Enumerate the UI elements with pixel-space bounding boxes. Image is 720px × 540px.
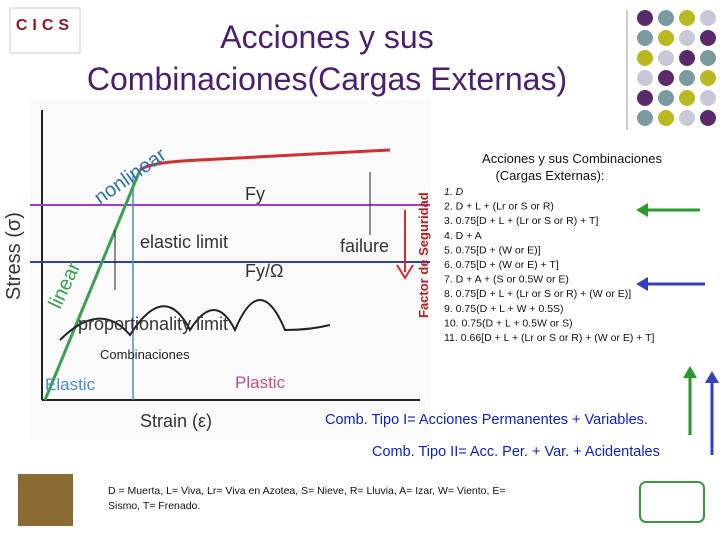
arrow-head [705,371,719,383]
list-heading: (Cargas Externas): [495,168,604,183]
list-item: 4. D + A [444,230,482,242]
dot [700,110,716,126]
elastic-label: Elastic [45,375,96,394]
dot [700,70,716,86]
wave-curve [59,299,331,341]
dot [679,90,695,106]
failure-label: failure [340,236,389,256]
dot [637,10,653,26]
list-item: 11. 0.66[D + L + (Lr or S or R) + (W or … [444,332,655,344]
list-heading: Acciones y sus Combinaciones [482,151,662,166]
plastic-label: Plastic [235,373,286,392]
comb-2: Comb. Tipo II= Acc. Per. + Var. + Aciden… [372,444,660,460]
dot [637,90,653,106]
list-item: 8. 0.75[D + L + (Lr or S or R) + (W or E… [444,288,631,300]
arrow-head [636,203,648,217]
arrow-head [683,366,697,378]
dot [679,70,695,86]
dot [637,70,653,86]
comb-1: Comb. Tipo I= Acciones Permanentes + Var… [325,412,648,428]
logo [9,7,81,54]
fy-label: Fy [245,184,265,204]
list-item: 7. D + A + (S or 0.5W or E) [444,274,569,286]
combinaciones-label: Combinaciones [100,347,190,362]
list-items: 1. D 2. D + L + (Lr or S or R) 3. 0.75[D +… [444,186,655,344]
factor-label: Factor de Seguridad [416,192,431,318]
dot-grid [637,10,716,126]
diagram-bg [30,100,430,440]
title-line: Acciones y sus [220,19,433,55]
dot [658,70,674,86]
footnote: Sismo, T= Frenado. [108,500,200,512]
elastic-limit-label: elastic limit [140,232,228,252]
dot [637,50,653,66]
dot [679,50,695,66]
dot [658,90,674,106]
list-item: 1. D [444,186,464,198]
proportionality-label: proportionality limit [78,314,228,334]
dot [700,10,716,26]
dot [679,30,695,46]
dot [679,110,695,126]
title-line: Combinaciones(Cargas Externas) [87,61,567,97]
footnote: D = Muerta, L= Viva, Lr= Viva en Azotea,… [108,485,505,497]
dot [679,10,695,26]
dot [658,50,674,66]
logo-text: CICS [16,17,74,34]
list-item: 10. 0.75(D + L + 0.5W or S) [444,317,573,329]
dot [700,90,716,106]
stress-label: Stress (σ) [3,212,25,300]
list-item: 5. 0.75[D + (W or E)] [444,244,541,256]
list-item: 9. 0.75(D + L + W + 0.5S) [444,303,564,315]
linear-curve [43,169,142,401]
list-item: 6. 0.75[D + (W or E) + T] [444,259,559,271]
dot [658,10,674,26]
dot [700,30,716,46]
footer-logo [18,474,73,526]
nonlinear-curve [139,148,391,172]
fy-omega-label: Fy/Ω [245,261,283,281]
footer-logo [639,481,705,523]
dot [700,50,716,66]
dot [658,110,674,126]
safety-arrow-head [396,264,414,280]
arrow-head [636,277,648,291]
dot [658,30,674,46]
dot [637,110,653,126]
list-item: 3. 0.75[D + L + (Lr or S or R) + T] [444,215,598,227]
dot [637,30,653,46]
list-item: 2. D + L + (Lr or S or R) [444,201,554,213]
strain-label: Strain (ε) [140,411,212,431]
